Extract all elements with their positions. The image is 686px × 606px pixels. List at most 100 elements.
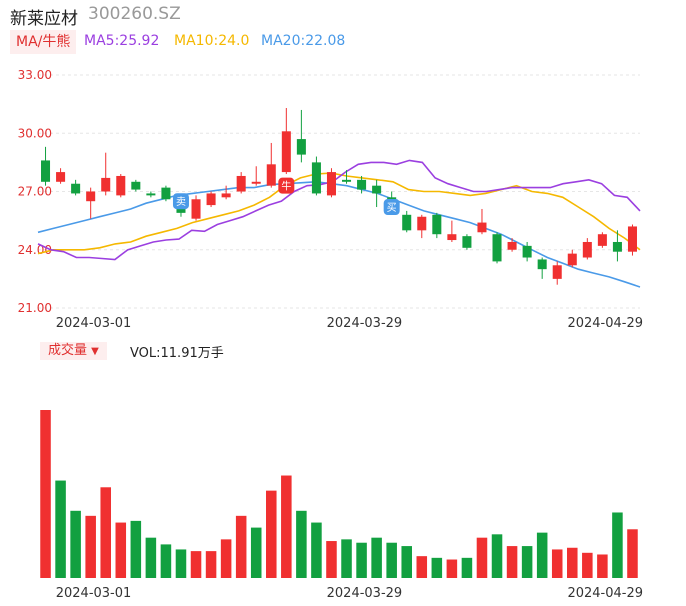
volume-x-tick-label: 2024-03-01 <box>56 586 132 601</box>
volume-bar <box>175 549 187 578</box>
candle-body <box>567 253 577 266</box>
signal-badge-label: 买 <box>387 202 397 214</box>
candle-body <box>537 259 547 270</box>
volume-bar <box>70 510 81 578</box>
volume-bar <box>461 557 473 578</box>
candle-body <box>597 234 607 246</box>
candle-body <box>281 131 291 173</box>
volume-bar <box>235 515 247 578</box>
ma10-legend: MA10:24.0 <box>174 33 250 49</box>
candle-body <box>236 175 246 192</box>
volume-bar <box>311 522 322 578</box>
candle-body <box>251 181 261 184</box>
volume-bar <box>627 529 638 578</box>
stock-code: 300260.SZ <box>88 4 181 24</box>
y-tick-label: 21.00 <box>18 301 52 315</box>
candle-body <box>56 172 66 182</box>
chevron-down-icon: ▼ <box>91 346 99 357</box>
volume-bar <box>160 544 172 578</box>
candle-body <box>116 175 126 196</box>
ma5-legend: MA5:25.92 <box>84 33 160 49</box>
candle-body <box>266 164 276 186</box>
candle-body <box>311 162 321 194</box>
volume-indicator-tab[interactable]: 成交量 ▼ <box>40 342 107 360</box>
signal-badge-label: 牛 <box>281 180 291 193</box>
volume-value: VOL:11.91万手 <box>130 346 224 361</box>
candle-body <box>206 193 216 206</box>
x-tick-label: 2024-04-29 <box>567 316 643 331</box>
volume-bar <box>446 559 458 578</box>
volume-bar <box>506 546 518 578</box>
volume-bar <box>266 490 277 578</box>
candle-body <box>101 177 111 192</box>
volume-bar <box>371 537 382 578</box>
y-tick-label: 27.00 <box>18 185 52 199</box>
ma20-line <box>37 180 641 288</box>
candle-body <box>221 193 231 198</box>
candle-body <box>326 172 336 196</box>
candle-body <box>432 214 442 235</box>
volume-bar <box>567 547 578 578</box>
ma10-line <box>37 172 641 255</box>
candle-body <box>612 241 622 252</box>
signal-badge-label: 卖 <box>176 196 186 208</box>
volume-bar <box>145 537 157 578</box>
volume-bar <box>190 551 202 578</box>
volume-bar <box>40 410 51 578</box>
candle-body <box>86 191 96 202</box>
volume-bar <box>536 532 548 578</box>
candle-body <box>71 183 81 194</box>
volume-bar <box>431 557 443 578</box>
signal-badge <box>172 193 189 210</box>
volume-bar <box>597 554 608 578</box>
volume-x-tick-label: 2024-03-29 <box>327 586 403 601</box>
volume-bar <box>341 539 352 578</box>
volume-bar <box>491 534 503 578</box>
ma-indicator-tab[interactable]: MA/牛熊 <box>10 30 77 54</box>
candle-body <box>402 214 412 231</box>
stock-name: 新莱应材 <box>10 9 78 29</box>
signal-badge <box>383 199 400 216</box>
volume-bar <box>220 539 232 578</box>
candle-body <box>582 241 592 258</box>
volume-bar <box>130 520 142 578</box>
volume-bar <box>85 515 96 578</box>
candle-body <box>176 208 186 213</box>
x-tick-label: 2024-03-29 <box>327 316 403 331</box>
volume-bar <box>476 537 488 578</box>
volume-bar <box>55 480 66 578</box>
volume-bar <box>416 556 428 578</box>
volume-bar <box>296 510 307 578</box>
volume-bar <box>115 522 127 578</box>
volume-bar <box>612 512 623 578</box>
candle-body <box>191 199 201 219</box>
candle-body <box>131 181 141 190</box>
candle-body <box>146 193 156 196</box>
y-tick-label: 24.00 <box>18 243 52 257</box>
ma5-line <box>37 159 641 261</box>
candle-body <box>342 179 352 182</box>
candle-body <box>507 241 517 250</box>
candle-body <box>492 234 502 262</box>
volume-bar <box>281 475 292 578</box>
volume-bar <box>326 541 337 578</box>
volume-bar <box>250 527 262 578</box>
candle-body <box>477 222 487 233</box>
candle-body <box>161 187 171 200</box>
volume-bar <box>551 549 563 578</box>
volume-x-tick-label: 2024-04-29 <box>567 586 643 601</box>
volume-bar <box>356 542 367 578</box>
candle-body <box>41 160 51 182</box>
y-tick-label: 30.00 <box>18 126 52 140</box>
ma20-legend: MA20:22.08 <box>261 33 346 49</box>
candle-body <box>522 245 532 258</box>
volume-bar <box>401 546 412 578</box>
candle-body <box>372 185 382 194</box>
volume-tab-label: 成交量 <box>48 343 88 358</box>
candle-body <box>296 139 306 155</box>
volume-bar <box>521 546 533 578</box>
volume-bar <box>100 487 111 578</box>
candle-body <box>417 216 427 231</box>
candle-body <box>627 226 637 252</box>
